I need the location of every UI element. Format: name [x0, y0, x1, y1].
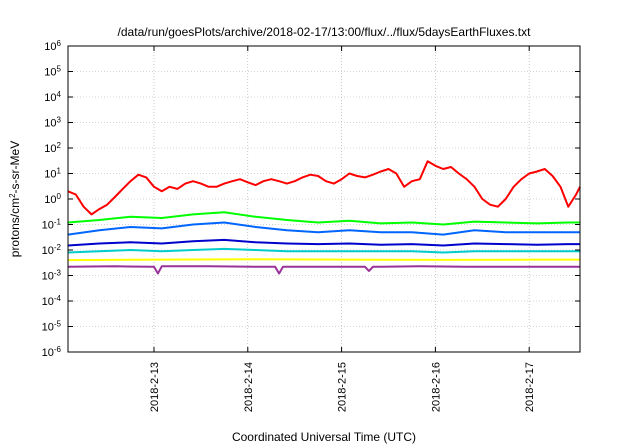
series-line-1 [67, 160, 581, 216]
x-tick-label: 2018-2-15 [337, 362, 349, 412]
y-axis: 10-6 10-5 10-4 10-3 10-2 10-1 100 101 102 103 104 1… [42, 39, 580, 360]
series-line-3 [67, 221, 580, 236]
x-tick-label: 2018-2-14 [243, 362, 255, 412]
y-tick-label: 10-2 [42, 243, 62, 258]
series-line-5 [67, 247, 580, 254]
grid [68, 45, 580, 353]
series-line-7 [67, 265, 580, 275]
x-axis-label: Coordinated Universal Time (UTC) [232, 430, 416, 444]
y-tick-label: 103 [44, 115, 61, 130]
y-axis-label-base: protons/cm [8, 198, 22, 257]
series-group [67, 160, 581, 275]
y-axis-label-sup: 2 [8, 193, 17, 198]
y-tick-label: 106 [44, 39, 61, 54]
y-tick-label: 104 [44, 90, 61, 105]
y-tick-label: 100 [44, 192, 61, 207]
x-tick-label: 2018-2-17 [524, 362, 536, 412]
series-line-4 [67, 238, 580, 247]
y-tick-label: 10-4 [42, 294, 62, 309]
y-axis-label-rest: -s-sr-MeV [8, 141, 22, 194]
y-tick-label: 10-1 [42, 217, 62, 232]
y-tick-label: 10-5 [42, 319, 62, 334]
y-tick-label: 102 [44, 141, 61, 156]
x-axis: 2018-2-13 2018-2-14 2018-2-15 2018-2-16 2018… [149, 46, 536, 412]
y-tick-label: 10-6 [42, 345, 62, 360]
y-tick-label: 10-3 [42, 268, 62, 283]
y-tick-label: 101 [44, 166, 61, 181]
series-line-6 [67, 258, 580, 262]
series-line-2 [67, 211, 580, 226]
y-tick-label: 105 [44, 64, 61, 79]
y-axis-label: protons/cm2-s-sr-MeV [8, 141, 23, 257]
chart-title: /data/run/goesPlots/archive/2018-02-17/1… [118, 25, 532, 39]
x-tick-label: 2018-2-13 [149, 362, 161, 412]
x-tick-label: 2018-2-16 [430, 362, 442, 412]
